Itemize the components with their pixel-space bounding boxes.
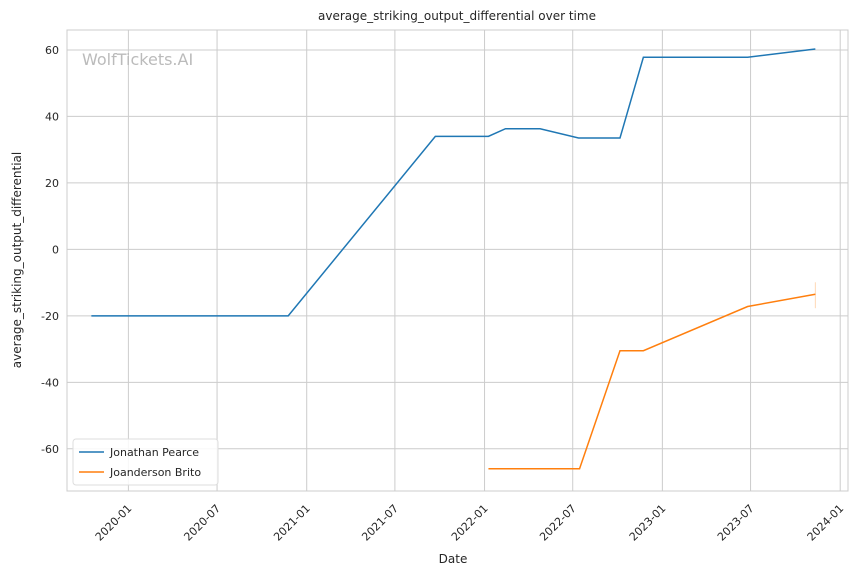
legend: Jonathan Pearce Joanderson Brito [72, 438, 219, 486]
y-tick-label: -40 [41, 376, 59, 389]
legend-label-brito: Joanderson Brito [109, 466, 201, 479]
x-tick-label: 2020-07 [181, 502, 223, 544]
x-tick-label: 2021-07 [359, 502, 401, 544]
series-line-jonathan-pearce [91, 48, 816, 317]
x-tick-label: 2021-01 [271, 502, 313, 544]
x-tick-label: 2023-01 [627, 502, 669, 544]
watermark: WolfTickets.AI [82, 50, 193, 69]
plot-frame [66, 29, 849, 492]
y-tick-label: -20 [41, 310, 59, 323]
y-tick-label: 0 [52, 243, 59, 256]
x-tick-label: 2024-01 [805, 502, 847, 544]
y-tick-label: 20 [45, 177, 59, 190]
series-line-joanderson-brito [488, 293, 816, 470]
chart-title: average_striking_output_differential ove… [318, 9, 596, 23]
x-tick-label: 2020-01 [93, 502, 135, 544]
x-axis-label: Date [439, 552, 468, 566]
x-tick-label: 2022-01 [449, 502, 491, 544]
x-tick-label: 2022-07 [537, 502, 579, 544]
y-tick-label: 60 [45, 44, 59, 57]
y-tick-label: -60 [41, 443, 59, 456]
legend-label-pearce: Jonathan Pearce [109, 446, 199, 459]
x-tick-label: 2023-07 [715, 502, 757, 544]
y-axis-label: average_striking_output_differential [10, 152, 24, 368]
y-tick-label: 40 [45, 110, 59, 123]
